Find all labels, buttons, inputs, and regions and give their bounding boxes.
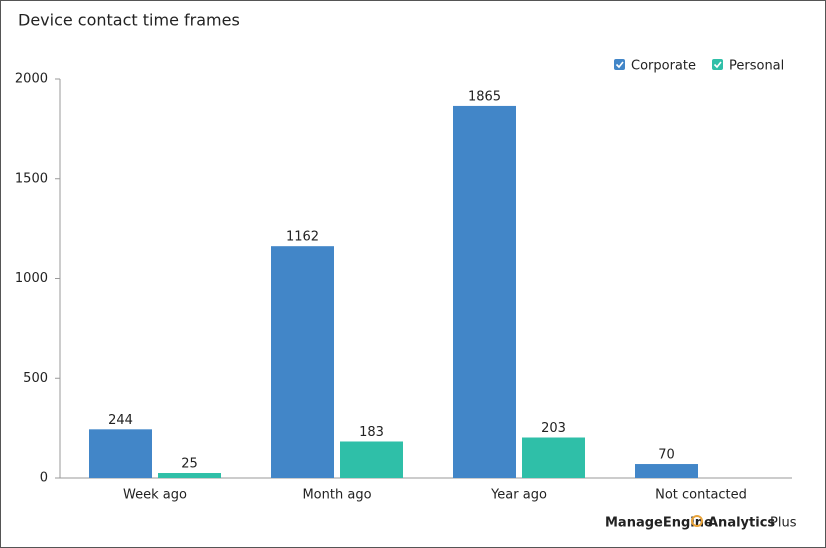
legend-check (615, 61, 624, 69)
value-label: 1865 (468, 89, 501, 104)
value-label: 25 (181, 457, 198, 472)
value-label: 183 (359, 425, 384, 440)
legend-check (713, 61, 722, 69)
legend-label: Corporate (631, 59, 696, 74)
x-tick-label: Month ago (302, 488, 371, 503)
legend-swatch (614, 59, 625, 70)
bar (340, 441, 403, 478)
suffix: Plus (770, 516, 797, 531)
product: Analytics (708, 516, 775, 531)
legend-label: Personal (729, 59, 784, 74)
branding: ManageEngine Analytics Plus (605, 515, 797, 531)
value-label: 244 (108, 413, 133, 428)
bar (271, 246, 334, 478)
y-tick-label: 500 (23, 371, 48, 386)
y-tick-label: 1500 (15, 171, 48, 186)
bar (635, 464, 698, 478)
logo (691, 515, 703, 527)
value-label: 203 (541, 421, 566, 436)
x-tick-label: Not contacted (655, 488, 747, 503)
x-tick-label: Year ago (490, 488, 547, 503)
bar (158, 473, 221, 478)
y-tick-label: 2000 (15, 72, 48, 87)
value-label: 1162 (286, 230, 319, 245)
bar (453, 105, 516, 479)
bar (522, 437, 585, 478)
y-tick-label: 0 (40, 471, 48, 486)
brand: ManageEngine (605, 516, 713, 531)
legend-swatch (712, 59, 723, 70)
bar (89, 429, 152, 478)
y-tick-label: 1000 (15, 271, 48, 286)
value-label: 70 (658, 448, 675, 463)
x-tick-label: Week ago (123, 488, 187, 503)
chart-title: Device contact time frames (18, 11, 240, 30)
